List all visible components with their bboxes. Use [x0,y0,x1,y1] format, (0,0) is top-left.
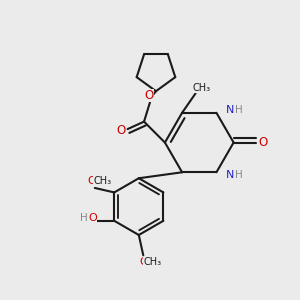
Text: H: H [235,170,243,180]
Text: N: N [226,105,234,115]
Text: CH₃: CH₃ [93,176,111,186]
Text: H: H [235,105,243,115]
Text: O: O [116,124,126,137]
Text: O: O [259,136,268,149]
Text: H: H [80,213,88,223]
Text: O: O [88,213,97,223]
Text: O: O [88,176,96,186]
Text: O: O [139,257,148,267]
Text: CH₃: CH₃ [143,257,161,267]
Text: O: O [145,89,154,102]
Text: N: N [226,170,234,180]
Text: CH₃: CH₃ [192,83,211,93]
